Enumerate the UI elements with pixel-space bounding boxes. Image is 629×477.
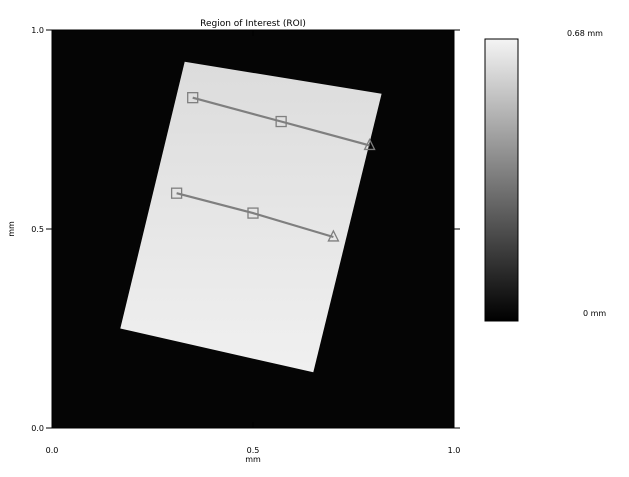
profile-marker-triangle <box>327 229 340 242</box>
profile-line-1 <box>192 96 370 147</box>
axes: 0.0 0.5 1.0 0.0 0.5 1.0 <box>31 26 460 455</box>
x-tick-label: 0.0 <box>46 446 59 455</box>
profile-line-2 <box>176 192 334 239</box>
x-tick-label: 0.5 <box>247 446 260 455</box>
y-axis-label: mm <box>7 221 16 237</box>
roi-region <box>120 61 382 373</box>
y-tick-label: 0.0 <box>31 424 44 433</box>
profile-marker-square <box>170 187 183 199</box>
y-tick-label: 1.0 <box>31 26 44 35</box>
x-axis-label: mm <box>245 455 261 464</box>
profile-marker-square <box>275 115 287 128</box>
chart-title: Region of Interest (ROI) <box>200 19 306 29</box>
profile-marker-triangle <box>363 137 376 151</box>
profile-lines <box>170 92 376 242</box>
y-tick-label: 0.5 <box>31 225 44 234</box>
colorbar-min-label: 0 mm <box>583 309 606 318</box>
profile-marker-square <box>187 92 199 104</box>
x-tick-label: 1.0 <box>448 446 461 455</box>
colorbar-max-label: 0.68 mm <box>567 29 603 38</box>
colorbar <box>484 38 519 322</box>
profile-marker-square <box>247 207 259 219</box>
